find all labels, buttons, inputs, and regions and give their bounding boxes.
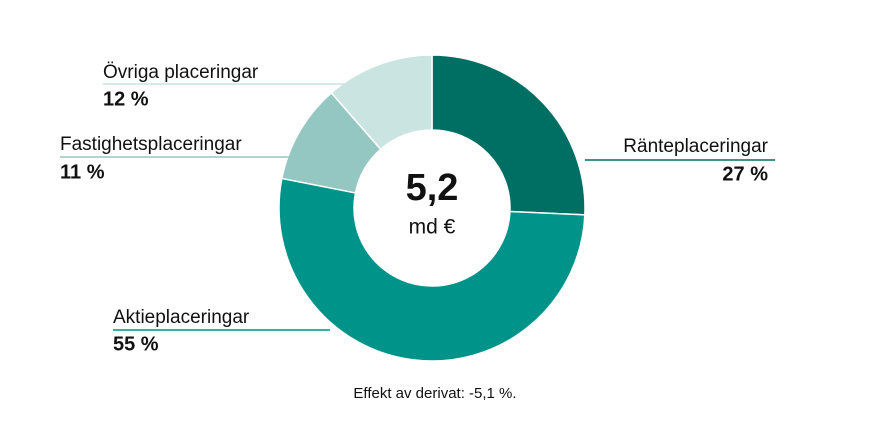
slice-name: Fastighetsplaceringar — [60, 134, 242, 155]
slice-value: 12 % — [103, 88, 149, 110]
slice-name: Aktieplaceringar — [113, 307, 250, 328]
slice — [330, 54, 433, 151]
note: Effekt av derivat: -5,1 %. — [353, 385, 516, 402]
center-unit: md € — [409, 216, 456, 239]
slice — [431, 54, 586, 216]
slice-name: Övriga placeringar — [103, 62, 259, 83]
slice-name: Ränteplaceringar — [623, 136, 768, 157]
center-value: 5,2 — [406, 167, 459, 209]
slice-value: 27 % — [722, 163, 768, 185]
slice-value: 55 % — [113, 333, 159, 355]
slice — [278, 177, 586, 362]
slice-value: 11 % — [60, 161, 105, 183]
